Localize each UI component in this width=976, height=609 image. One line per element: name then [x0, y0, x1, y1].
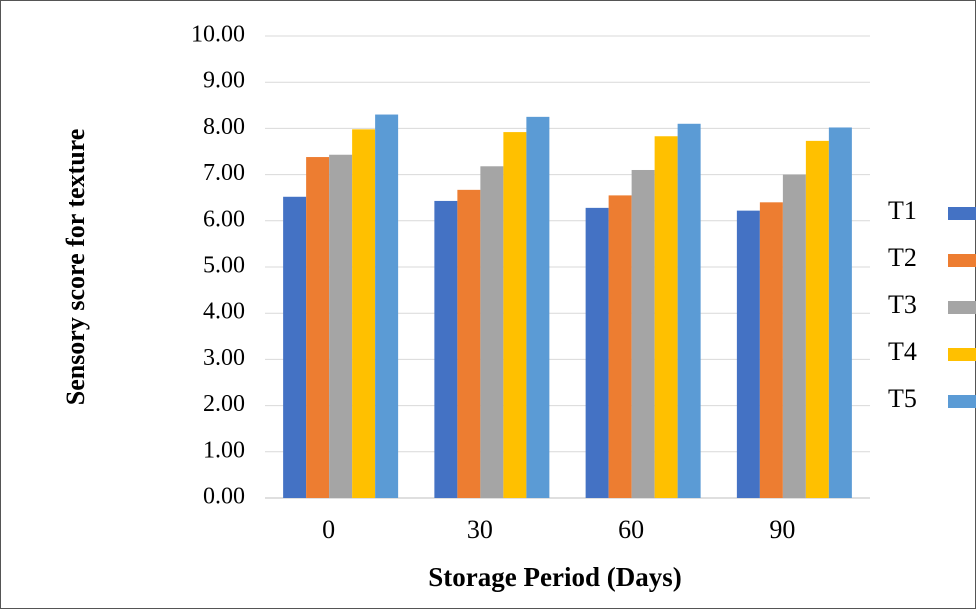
y-tick-label: 4.00	[203, 299, 245, 325]
bar	[434, 200, 458, 498]
y-tick-label: 0.00	[203, 484, 245, 510]
x-tick-label: 90	[769, 515, 795, 544]
x-tick-label: 60	[618, 515, 644, 544]
y-tick-label: 7.00	[203, 160, 245, 186]
y-tick-label: 6.00	[203, 206, 245, 232]
legend-swatch	[948, 348, 976, 361]
x-tick-label: 30	[467, 515, 493, 544]
y-tick-label: 2.00	[203, 391, 245, 417]
legend-label: T2	[888, 243, 917, 272]
bar	[654, 136, 678, 498]
x-axis-label: Storage Period (Days)	[428, 562, 681, 592]
bar	[631, 169, 655, 499]
bar	[585, 207, 609, 498]
legend-label: T4	[888, 337, 917, 366]
legend-swatch	[948, 254, 976, 267]
bar	[828, 127, 852, 498]
legend-label: T1	[888, 196, 917, 225]
bar	[375, 114, 399, 498]
bar	[352, 129, 376, 498]
legend-label: T3	[888, 290, 917, 319]
bar	[608, 195, 632, 498]
bar	[805, 140, 829, 498]
y-tick-label: 8.00	[203, 114, 245, 140]
bar	[503, 132, 527, 498]
legend-swatch	[948, 207, 976, 220]
bar	[759, 202, 783, 498]
bar	[457, 189, 481, 498]
y-tick-label: 5.00	[203, 253, 245, 279]
y-tick-label: 3.00	[203, 345, 245, 371]
bar	[283, 196, 307, 498]
bar	[306, 157, 330, 498]
legend-swatch	[948, 301, 976, 314]
bar	[736, 210, 760, 499]
legend-label: T5	[888, 384, 917, 413]
y-tick-label: 9.00	[203, 68, 245, 94]
bar	[677, 123, 701, 498]
bar	[329, 154, 353, 498]
y-tick-label: 10.00	[191, 22, 245, 48]
x-tick-label: 0	[322, 515, 335, 544]
bar	[480, 166, 504, 498]
y-tick-label: 1.00	[203, 437, 245, 463]
bar	[782, 174, 806, 498]
y-axis-label: Sensory score for texture	[61, 129, 90, 406]
bar	[526, 116, 550, 498]
legend-swatch	[948, 395, 976, 408]
